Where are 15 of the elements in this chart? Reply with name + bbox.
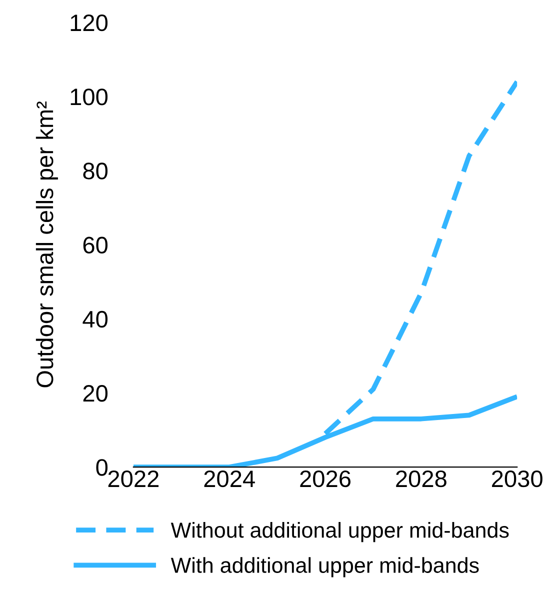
y-tick-label: 80 [83,162,108,180]
x-tick-label: 2024 [204,470,255,488]
x-tick-label: 2026 [300,470,350,488]
y-tick-label: 0 [96,459,108,476]
legend-label: Without additional upper mid-bands [170,522,509,542]
x-tick-label: 2030 [492,470,542,488]
legend-label: With additional upper mid-bands [170,557,479,578]
y-tick-label: 120 [70,14,108,32]
x-tick-label: 2028 [396,470,446,488]
x-tick-label: 2022 [108,470,159,488]
y-tick-label: 60 [83,236,108,254]
y-tick-label: 100 [70,88,108,106]
y-axis-title: Outdoor small cells per km² [36,101,58,388]
y-tick-label: 40 [82,310,108,328]
y-tick-label: 20 [83,385,108,402]
